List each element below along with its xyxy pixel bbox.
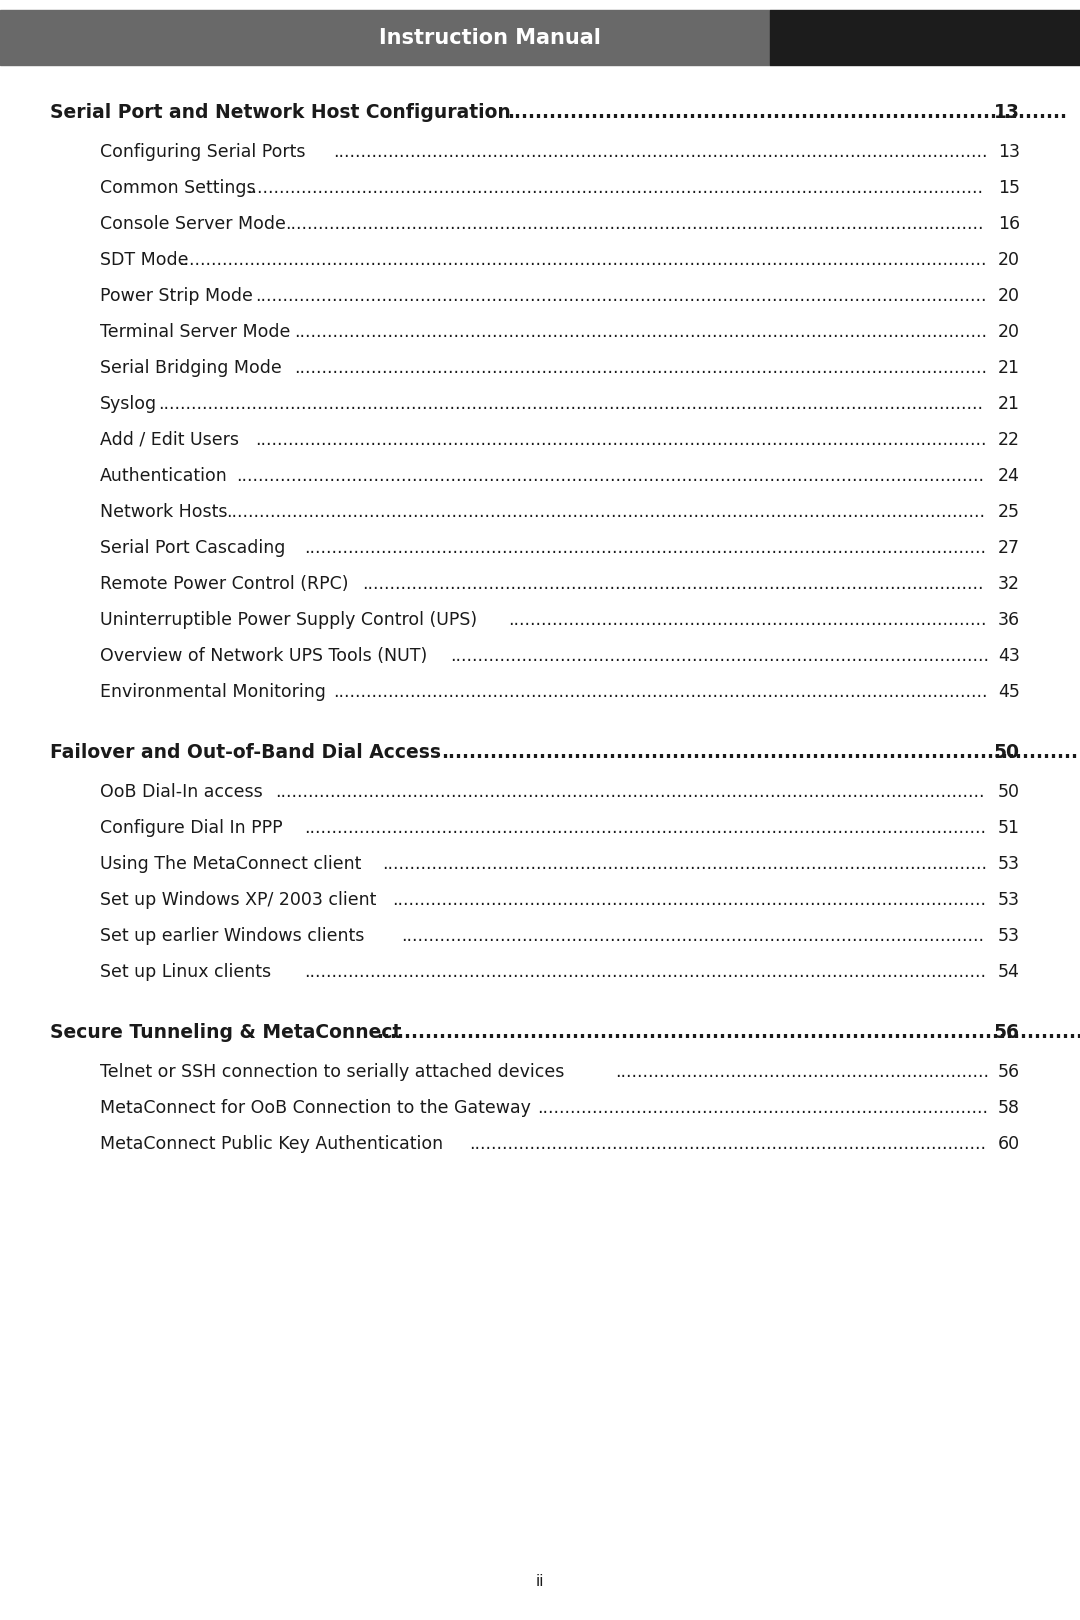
Text: Configuring Serial Ports: Configuring Serial Ports xyxy=(100,143,306,160)
Text: 53: 53 xyxy=(998,927,1020,944)
Text: ................................................................................: ........................................… xyxy=(376,1022,1080,1042)
Bar xyxy=(770,10,1080,65)
Text: ................................................................................: ........................................… xyxy=(538,1098,988,1118)
Text: Instruction Manual: Instruction Manual xyxy=(379,28,600,47)
Text: 20: 20 xyxy=(998,251,1020,269)
Text: Failover and Out-of-Band Dial Access: Failover and Out-of-Band Dial Access xyxy=(50,742,441,761)
Text: ................................................................................: ........................................… xyxy=(305,962,986,982)
Text: Configure Dial In PPP: Configure Dial In PPP xyxy=(100,820,283,838)
Text: 53: 53 xyxy=(998,891,1020,909)
Text: 25: 25 xyxy=(998,502,1020,522)
Text: ................................................................................: ........................................… xyxy=(256,287,987,305)
Text: ................................................................................: ........................................… xyxy=(295,360,987,377)
Text: ................................................................................: ........................................… xyxy=(402,927,984,944)
Text: 21: 21 xyxy=(998,395,1020,413)
Text: Set up Linux clients: Set up Linux clients xyxy=(100,962,276,982)
Text: Syslog: Syslog xyxy=(100,395,157,413)
Text: Uninterruptible Power Supply Control (UPS): Uninterruptible Power Supply Control (UP… xyxy=(100,611,477,629)
Text: Environmental Monitoring: Environmental Monitoring xyxy=(100,684,326,701)
Text: ................................................................................: ........................................… xyxy=(227,502,985,522)
Text: ii: ii xyxy=(536,1575,544,1589)
Text: 15: 15 xyxy=(998,178,1020,198)
Text: ................................................................................: ........................................… xyxy=(334,684,988,701)
Text: 54: 54 xyxy=(998,962,1020,982)
Text: ................................................................................: ........................................… xyxy=(442,742,1079,761)
Text: 50: 50 xyxy=(994,742,1020,761)
Text: Common Settings: Common Settings xyxy=(100,178,256,198)
Text: Serial Port and Network Host Configuration: Serial Port and Network Host Configurati… xyxy=(50,102,511,122)
Text: Power Strip Mode: Power Strip Mode xyxy=(100,287,253,305)
Text: ................................................................................: ........................................… xyxy=(507,102,1067,122)
Text: ....................................................................: ........................................… xyxy=(616,1063,989,1081)
Text: Secure Tunneling & MetaConnect: Secure Tunneling & MetaConnect xyxy=(50,1022,402,1042)
Text: Using The MetaConnect client: Using The MetaConnect client xyxy=(100,855,367,873)
Text: 56: 56 xyxy=(998,1063,1020,1081)
Text: 22: 22 xyxy=(998,431,1020,449)
Text: MetaConnect Public Key Authentication: MetaConnect Public Key Authentication xyxy=(100,1136,448,1153)
Text: 53: 53 xyxy=(998,855,1020,873)
Text: 20: 20 xyxy=(998,287,1020,305)
Text: Set up Windows XP/ 2003 client: Set up Windows XP/ 2003 client xyxy=(100,891,376,909)
Text: ................................................................................: ........................................… xyxy=(305,820,986,838)
Text: Add / Edit Users: Add / Edit Users xyxy=(100,431,239,449)
Text: ................................................................................: ........................................… xyxy=(256,431,987,449)
Text: ................................................................................: ........................................… xyxy=(237,467,984,484)
Text: 36: 36 xyxy=(998,611,1020,629)
Text: ................................................................................: ........................................… xyxy=(246,178,983,198)
Text: 24: 24 xyxy=(998,467,1020,484)
Text: 32: 32 xyxy=(998,575,1020,593)
Text: 51: 51 xyxy=(998,820,1020,838)
Text: ................................................................................: ........................................… xyxy=(470,1136,986,1153)
Text: Terminal Server Mode: Terminal Server Mode xyxy=(100,322,291,340)
Text: SDT Mode: SDT Mode xyxy=(100,251,189,269)
Text: Authentication: Authentication xyxy=(100,467,228,484)
Text: 43: 43 xyxy=(998,646,1020,664)
Text: Remote Power Control (RPC): Remote Power Control (RPC) xyxy=(100,575,354,593)
Text: 56: 56 xyxy=(994,1022,1020,1042)
Text: Telnet or SSH connection to serially attached devices: Telnet or SSH connection to serially att… xyxy=(100,1063,565,1081)
Text: OoB Dial-In access: OoB Dial-In access xyxy=(100,782,262,800)
Text: 50: 50 xyxy=(998,782,1020,800)
Text: 20: 20 xyxy=(998,322,1020,340)
Text: 21: 21 xyxy=(998,360,1020,377)
Text: 13: 13 xyxy=(998,143,1020,160)
Text: Overview of Network UPS Tools (NUT): Overview of Network UPS Tools (NUT) xyxy=(100,646,433,664)
Text: 13: 13 xyxy=(994,102,1020,122)
Text: Serial Bridging Mode: Serial Bridging Mode xyxy=(100,360,282,377)
Text: ................................................................................: ........................................… xyxy=(275,782,985,800)
Text: Console Server Mode: Console Server Mode xyxy=(100,215,286,233)
Text: ................................................................................: ........................................… xyxy=(363,575,984,593)
Text: 27: 27 xyxy=(998,539,1020,557)
Text: ................................................................................: ........................................… xyxy=(305,539,986,557)
Text: 45: 45 xyxy=(998,684,1020,701)
Text: ................................................................................: ........................................… xyxy=(382,855,987,873)
Text: MetaConnect for OoB Connection to the Gateway: MetaConnect for OoB Connection to the Ga… xyxy=(100,1098,531,1118)
Text: ................................................................................: ........................................… xyxy=(285,215,983,233)
Text: ................................................................................: ........................................… xyxy=(392,891,986,909)
Text: Network Hosts: Network Hosts xyxy=(100,502,228,522)
Text: Serial Port Cascading: Serial Port Cascading xyxy=(100,539,285,557)
Text: ................................................................................: ........................................… xyxy=(178,251,986,269)
Bar xyxy=(0,10,770,65)
Text: 60: 60 xyxy=(998,1136,1020,1153)
Text: ................................................................................: ........................................… xyxy=(159,395,983,413)
Text: 58: 58 xyxy=(998,1098,1020,1118)
Text: ................................................................................: ........................................… xyxy=(450,646,989,664)
Text: ................................................................................: ........................................… xyxy=(509,611,987,629)
Text: ................................................................................: ........................................… xyxy=(334,143,988,160)
Text: Set up earlier Windows clients: Set up earlier Windows clients xyxy=(100,927,369,944)
Text: ................................................................................: ........................................… xyxy=(295,322,987,340)
Text: 16: 16 xyxy=(998,215,1020,233)
